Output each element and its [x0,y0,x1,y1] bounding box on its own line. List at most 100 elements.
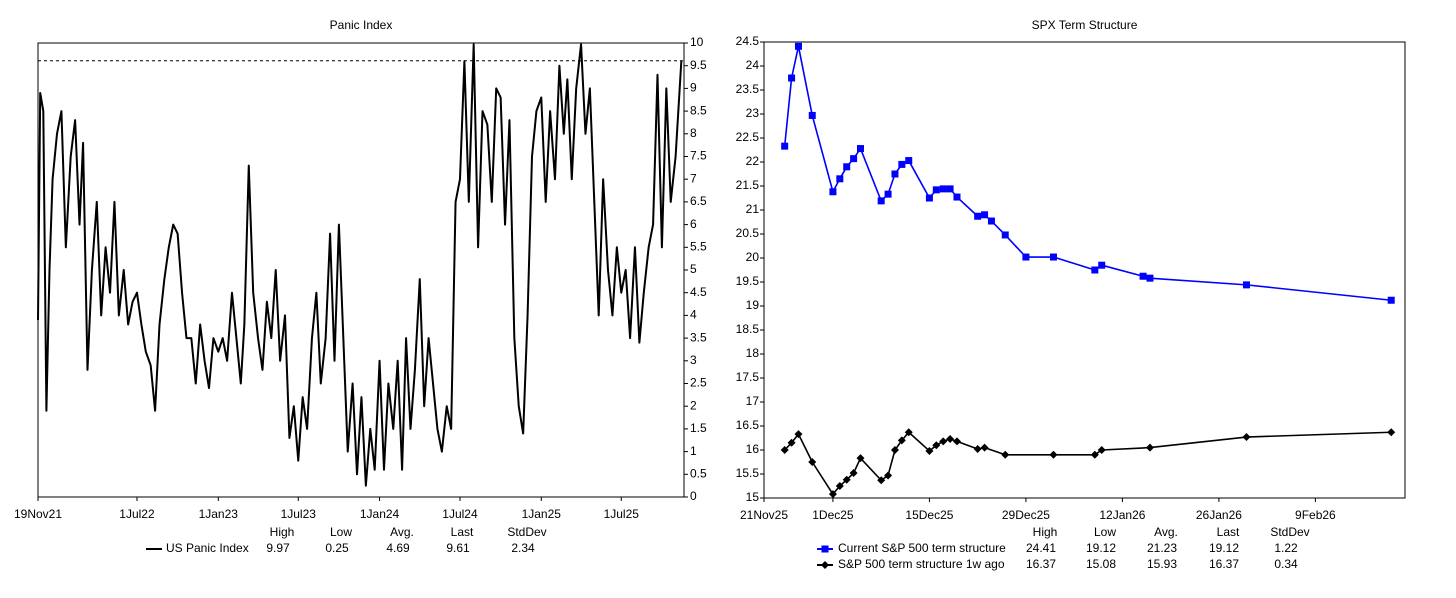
y-tick-label: 15 [746,490,760,504]
stats-value: 0.25 [325,541,349,555]
marker [904,428,913,437]
y-tick-label: 20.5 [736,226,760,240]
x-tick-label: 12Jan26 [1099,508,1145,522]
x-tick-label: 1Dec25 [812,508,854,522]
y-tick-label: 16.5 [736,418,760,432]
marker [1097,446,1106,454]
stats-header: High [270,525,295,539]
marker [981,211,989,219]
marker [939,437,948,446]
marker [953,193,961,201]
marker [1242,433,1251,442]
marker [946,185,954,193]
stats-value: 19.12 [1209,541,1239,555]
marker [849,469,858,478]
y-tick-label: 22 [746,154,760,168]
y-tick-label: 15.5 [736,466,760,480]
stats-header: High [1033,525,1058,539]
x-tick-label: 21Nov25 [740,508,788,522]
marker [1091,266,1099,274]
y-tick-label: 6 [690,217,697,231]
marker [1242,281,1250,289]
marker [1090,450,1099,459]
legend-label: Current S&P 500 term structure [838,541,1006,555]
marker [932,441,941,450]
y-tick-label: 4.5 [690,285,707,299]
marker [897,436,906,445]
y-tick-label: 1 [690,444,697,458]
y-tick-label: 22.5 [736,130,760,144]
y-tick-label: 21.5 [736,178,760,192]
y-tick-label: 7 [690,171,697,185]
marker [1022,253,1030,261]
y-tick-label: 24.5 [736,34,760,48]
x-tick-label: 29Dec25 [1002,508,1050,522]
stats-value: 15.93 [1147,557,1177,571]
y-tick-label: 3 [690,353,697,367]
y-tick-label: 23.5 [736,82,760,96]
marker [788,74,796,82]
marker [1001,231,1009,239]
y-tick-label: 18.5 [736,322,760,336]
marker [856,145,864,153]
marker [1098,261,1106,269]
stats-value: 16.37 [1026,557,1056,571]
marker [946,434,955,443]
marker [781,142,789,150]
stats-value: 15.08 [1086,557,1116,571]
y-tick-label: 23 [746,106,760,120]
marker [794,42,802,50]
y-tick-label: 7.5 [690,149,707,163]
x-tick-label: 1Jan24 [360,507,400,521]
marker [836,175,844,183]
marker [808,458,817,466]
marker [925,194,933,202]
y-tick-label: 24 [746,58,760,72]
chart-title: SPX Term Structure [1032,18,1138,32]
y-tick-label: 3.5 [690,330,707,344]
marker [850,155,858,163]
marker [821,561,829,569]
series-line [37,43,683,487]
stats-header: Last [451,525,474,539]
y-tick-label: 8.5 [690,103,707,117]
stats-value: 2.34 [511,541,535,555]
stats-value: 19.12 [1086,541,1116,555]
stats-value: 9.97 [266,541,290,555]
x-tick-label: 1Jan25 [522,507,562,521]
y-tick-label: 0.5 [690,466,707,480]
marker [821,545,829,553]
stats-value: 24.41 [1026,541,1056,555]
marker [974,212,982,220]
y-tick-label: 5 [690,262,697,276]
chart-title: Panic Index [330,18,393,32]
marker [884,190,892,198]
x-tick-label: 1Jul22 [119,507,155,521]
marker [891,170,899,178]
y-tick-label: 5.5 [690,239,707,253]
stats-header: Low [1094,525,1116,539]
stats-value: 9.61 [446,541,470,555]
legend-label: US Panic Index [166,541,249,555]
marker [1139,272,1147,280]
stats-value: 0.34 [1274,557,1298,571]
y-tick-label: 16 [746,442,760,456]
x-tick-label: 1Jul25 [604,507,640,521]
marker [1387,296,1395,304]
y-tick-label: 21 [746,202,760,216]
marker [1049,253,1057,261]
x-tick-label: 1Jan23 [199,507,239,521]
marker [939,185,947,193]
x-tick-label: 15Dec25 [905,508,953,522]
stats-value: 21.23 [1147,541,1177,555]
marker [856,454,865,463]
marker [890,446,899,454]
x-tick-label: 19Nov21 [14,507,62,521]
marker [1001,450,1010,459]
y-tick-label: 17.5 [736,370,760,384]
marker [905,157,913,165]
series-line [784,431,1392,495]
marker [842,475,851,484]
